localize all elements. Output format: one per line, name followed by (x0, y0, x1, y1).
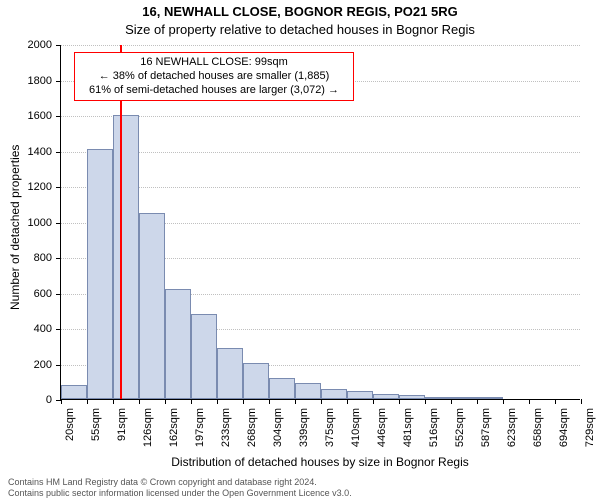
histogram-bar (295, 383, 321, 399)
histogram-bar (321, 389, 347, 399)
y-tick-mark (56, 258, 61, 259)
x-tick-mark (451, 399, 452, 404)
x-tick-label: 410sqm (350, 408, 362, 500)
x-tick-mark (165, 399, 166, 404)
y-tick-mark (56, 187, 61, 188)
x-tick-label: 516sqm (428, 408, 440, 500)
x-tick-mark (243, 399, 244, 404)
x-tick-label: 729sqm (584, 408, 596, 500)
x-tick-label: 623sqm (506, 408, 518, 500)
gridline-h (61, 45, 580, 46)
y-tick-label: 1600 (0, 110, 52, 122)
x-tick-label: 481sqm (402, 408, 414, 500)
y-tick-mark (56, 116, 61, 117)
y-tick-label: 200 (0, 359, 52, 371)
y-tick-mark (56, 329, 61, 330)
x-tick-mark (217, 399, 218, 404)
chart-container: 16, NEWHALL CLOSE, BOGNOR REGIS, PO21 5R… (0, 0, 600, 500)
histogram-bar (217, 348, 243, 399)
annotation-line-1: 16 NEWHALL CLOSE: 99sqm (81, 56, 347, 70)
x-tick-mark (555, 399, 556, 404)
y-tick-label: 600 (0, 288, 52, 300)
x-tick-label: 658sqm (532, 408, 544, 500)
y-tick-label: 1400 (0, 146, 52, 158)
histogram-bar (113, 115, 139, 399)
annotation-line-2: ← 38% of detached houses are smaller (1,… (81, 70, 347, 84)
histogram-bar (399, 395, 425, 399)
x-tick-mark (269, 399, 270, 404)
y-tick-mark (56, 294, 61, 295)
x-tick-mark (399, 399, 400, 404)
histogram-bar (373, 394, 399, 399)
histogram-bar (87, 149, 113, 399)
y-tick-label: 2000 (0, 39, 52, 51)
y-tick-label: 400 (0, 323, 52, 335)
histogram-bar (61, 385, 87, 399)
x-tick-label: 694sqm (558, 408, 570, 500)
footer-text: Contains HM Land Registry data © Crown c… (8, 477, 352, 498)
footer-line-1: Contains HM Land Registry data © Crown c… (8, 477, 352, 487)
histogram-bar (269, 378, 295, 399)
x-tick-mark (61, 399, 62, 404)
x-tick-mark (139, 399, 140, 404)
y-tick-label: 1800 (0, 75, 52, 87)
annotation-line-3: 61% of semi-detached houses are larger (… (81, 84, 347, 98)
annotation-box: 16 NEWHALL CLOSE: 99sqm ← 38% of detache… (74, 52, 354, 101)
x-tick-mark (113, 399, 114, 404)
chart-subtitle: Size of property relative to detached ho… (0, 22, 600, 37)
histogram-bar (451, 397, 477, 399)
chart-title-address: 16, NEWHALL CLOSE, BOGNOR REGIS, PO21 5R… (0, 4, 600, 19)
x-tick-mark (347, 399, 348, 404)
histogram-bar (139, 213, 165, 399)
x-tick-mark (529, 399, 530, 404)
x-tick-label: 446sqm (376, 408, 388, 500)
y-tick-label: 0 (0, 394, 52, 406)
y-tick-label: 1000 (0, 217, 52, 229)
x-tick-mark (373, 399, 374, 404)
footer-line-2: Contains public sector information licen… (8, 488, 352, 498)
x-tick-mark (295, 399, 296, 404)
x-tick-mark (425, 399, 426, 404)
x-axis-label: Distribution of detached houses by size … (60, 455, 580, 469)
histogram-bar (165, 289, 191, 399)
histogram-bar (347, 391, 373, 399)
y-axis-label-wrap: Number of detached properties (8, 0, 22, 400)
y-tick-mark (56, 223, 61, 224)
x-tick-mark (503, 399, 504, 404)
x-tick-mark (191, 399, 192, 404)
x-tick-mark (581, 399, 582, 404)
histogram-bar (477, 397, 503, 399)
x-tick-mark (321, 399, 322, 404)
y-tick-mark (56, 45, 61, 46)
histogram-bar (425, 397, 451, 399)
x-tick-mark (477, 399, 478, 404)
x-tick-label: 587sqm (480, 408, 492, 500)
y-tick-mark (56, 365, 61, 366)
y-tick-label: 1200 (0, 181, 52, 193)
x-tick-label: 552sqm (454, 408, 466, 500)
y-tick-mark (56, 152, 61, 153)
histogram-bar (243, 363, 269, 399)
x-tick-mark (87, 399, 88, 404)
y-tick-mark (56, 81, 61, 82)
y-tick-label: 800 (0, 252, 52, 264)
histogram-bar (191, 314, 217, 399)
